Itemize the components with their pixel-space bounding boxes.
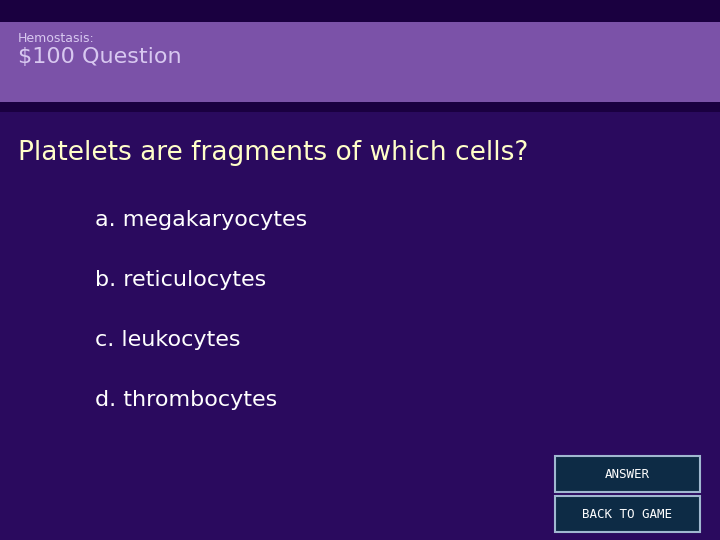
Bar [555,496,700,532]
Text: BACK TO GAME: BACK TO GAME [582,508,672,521]
Text: b. reticulocytes: b. reticulocytes [95,270,266,290]
Bar [555,456,700,492]
Bar [0,102,720,112]
Text: Platelets are fragments of which cells?: Platelets are fragments of which cells? [18,140,528,166]
Text: Hemostasis:: Hemostasis: [18,32,95,45]
Bar [0,22,720,102]
Text: $100 Question: $100 Question [18,47,181,67]
Text: d. thrombocytes: d. thrombocytes [95,390,277,410]
Text: ANSWER: ANSWER [605,468,650,481]
Text: c. leukocytes: c. leukocytes [95,330,240,350]
Text: a. megakaryocytes: a. megakaryocytes [95,210,307,230]
Bar [0,0,720,22]
